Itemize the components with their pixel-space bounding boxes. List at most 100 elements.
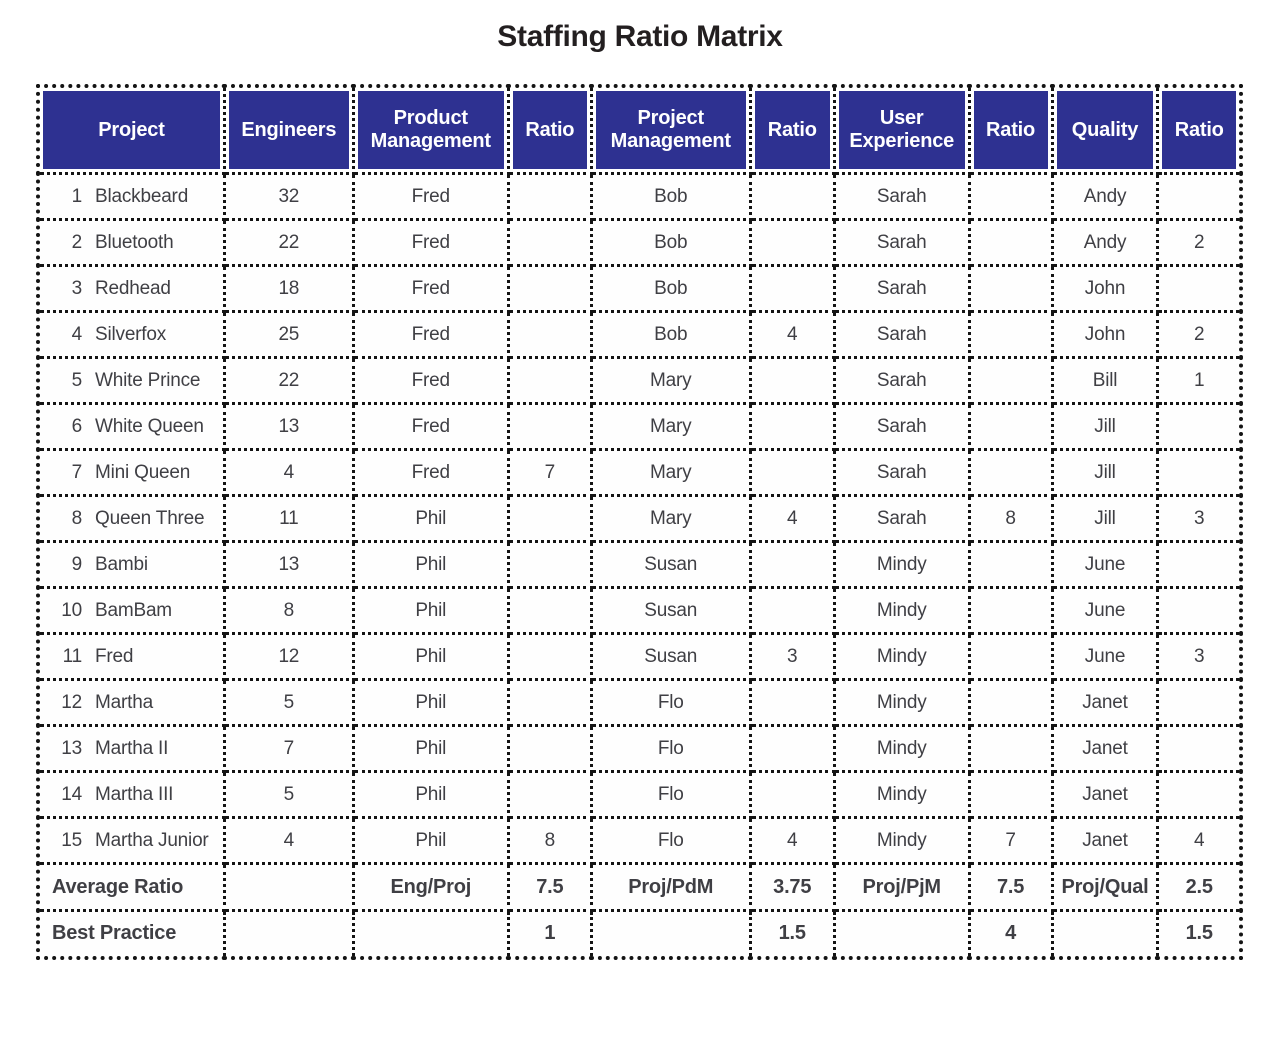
column-header-label: Ratio xyxy=(973,91,1048,169)
table-row: 9 Bambi 13 Phil Susan Mindy June xyxy=(36,540,1243,589)
row-number: 1 xyxy=(71,185,83,207)
project-name: Bambi xyxy=(95,553,148,575)
data-cell: Mindy xyxy=(832,816,971,865)
staffing-matrix-wrapper: Project Engineers Product Management Ratio P… xyxy=(36,84,1243,960)
row-number: 10 xyxy=(61,599,82,621)
data-cell: 8 xyxy=(967,494,1054,543)
data-cell: 5 xyxy=(222,770,355,819)
row-number: 4 xyxy=(71,323,83,345)
data-cell: Phil xyxy=(351,494,510,543)
table-row: 4 Silverfox 25 Fred Bob 4 Sarah John 2 xyxy=(36,310,1243,359)
data-cell xyxy=(506,172,593,221)
data-cell: Bob xyxy=(589,310,752,359)
column-header-5-ratio: Ratio xyxy=(748,84,836,175)
column-header-label: Project xyxy=(43,91,220,169)
project-name: Fred xyxy=(95,645,134,667)
project-name: Martha Junior xyxy=(95,829,209,851)
data-cell: 4 xyxy=(748,816,836,865)
column-header-label: Ratio xyxy=(1162,91,1236,169)
data-cell: Fred xyxy=(351,172,510,221)
table-row: 3 Redhead 18 Fred Bob Sarah John xyxy=(36,264,1243,313)
data-cell: 2 xyxy=(1156,310,1243,359)
data-cell: Phil xyxy=(351,632,510,681)
data-cell: Fred xyxy=(351,218,510,267)
footer-row-best-practice: Best Practice 1 1.5 4 1.5 xyxy=(36,909,1243,959)
data-cell: Phil xyxy=(351,724,510,773)
data-cell: Jill xyxy=(1050,494,1160,543)
data-cell xyxy=(506,540,593,589)
project-cell: 6 White Queen xyxy=(36,402,226,451)
data-cell: 2 xyxy=(1156,218,1243,267)
column-header-label: Ratio xyxy=(512,91,587,169)
data-cell: 11 xyxy=(222,494,355,543)
data-cell: Janet xyxy=(1050,678,1160,727)
header-row: Project Engineers Product Management Ratio P… xyxy=(36,84,1243,175)
data-cell: Bob xyxy=(589,218,752,267)
data-cell: 3 xyxy=(748,632,836,681)
data-cell xyxy=(967,310,1054,359)
footer-value-cell: Proj/Qual xyxy=(1050,862,1160,912)
data-cell: Janet xyxy=(1050,816,1160,865)
data-cell: Mindy xyxy=(832,586,971,635)
project-name: BamBam xyxy=(95,599,172,621)
data-cell: June xyxy=(1050,632,1160,681)
data-cell xyxy=(506,586,593,635)
data-cell xyxy=(967,448,1054,497)
data-cell: Fred xyxy=(351,264,510,313)
data-cell: Sarah xyxy=(832,448,971,497)
data-cell: June xyxy=(1050,586,1160,635)
data-cell: 4 xyxy=(222,816,355,865)
column-header-4-project-management: Project Management xyxy=(589,84,752,175)
data-cell xyxy=(967,356,1054,405)
data-cell: 7 xyxy=(506,448,593,497)
data-cell: Sarah xyxy=(832,402,971,451)
data-cell xyxy=(1156,264,1243,313)
data-cell: 18 xyxy=(222,264,355,313)
project-cell: 9 Bambi xyxy=(36,540,226,589)
column-header-text: Engineers xyxy=(241,118,337,141)
project-cell: 12 Martha xyxy=(36,678,226,727)
column-header-text: Ratio xyxy=(525,118,575,141)
data-cell: Mindy xyxy=(832,724,971,773)
row-number: 15 xyxy=(61,829,82,851)
project-name: Martha III xyxy=(95,783,174,805)
footer-value-cell: 7.5 xyxy=(967,862,1054,912)
footer-value-cell: 4 xyxy=(967,909,1054,959)
data-cell xyxy=(748,218,836,267)
data-cell: Janet xyxy=(1050,724,1160,773)
project-cell: 1 Blackbeard xyxy=(36,172,226,221)
data-cell: 7 xyxy=(967,816,1054,865)
data-cell xyxy=(748,586,836,635)
column-header-2-product-management: Product Management xyxy=(351,84,510,175)
data-cell: Janet xyxy=(1050,770,1160,819)
data-cell: 1 xyxy=(1156,356,1243,405)
project-name: Martha xyxy=(95,691,153,713)
data-cell: Sarah xyxy=(832,494,971,543)
data-cell: Fred xyxy=(351,356,510,405)
footer-value-cell xyxy=(832,909,971,959)
project-name: Blackbeard xyxy=(95,185,189,207)
data-cell: 3 xyxy=(1156,632,1243,681)
data-cell: Flo xyxy=(589,770,752,819)
data-cell: Andy xyxy=(1050,218,1160,267)
table-row: 5 White Prince 22 Fred Mary Sarah Bill 1 xyxy=(36,356,1243,405)
column-header-7-ratio: Ratio xyxy=(967,84,1054,175)
data-cell xyxy=(506,402,593,451)
project-name: White Prince xyxy=(95,369,201,391)
row-number: 12 xyxy=(61,691,82,713)
data-cell: Bill xyxy=(1050,356,1160,405)
row-number: 8 xyxy=(71,507,83,529)
project-name: White Queen xyxy=(95,415,204,437)
footer-value-cell: 1 xyxy=(506,909,593,959)
project-cell: 2 Bluetooth xyxy=(36,218,226,267)
footer-value-cell: 2.5 xyxy=(1156,862,1243,912)
footer-value-cell: 1.5 xyxy=(1156,909,1243,959)
table-row: 1 Blackbeard 32 Fred Bob Sarah Andy xyxy=(36,172,1243,221)
data-cell: 22 xyxy=(222,356,355,405)
row-number: 7 xyxy=(71,461,83,483)
data-cell: 4 xyxy=(222,448,355,497)
data-cell xyxy=(1156,540,1243,589)
data-cell: Flo xyxy=(589,816,752,865)
data-cell: Sarah xyxy=(832,172,971,221)
column-header-label: User Experience xyxy=(838,91,965,169)
